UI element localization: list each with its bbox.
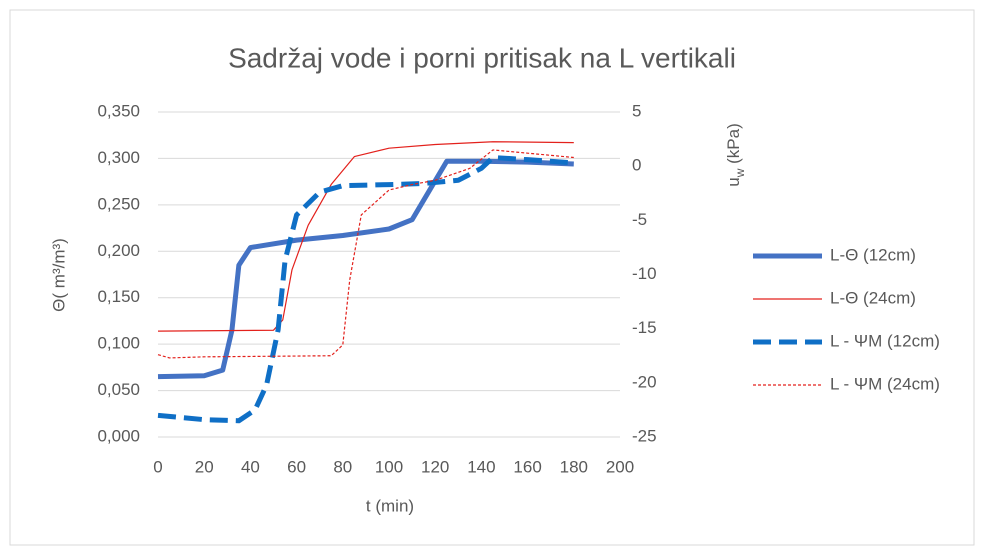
legend-label: L - ΨM (12cm) [830, 331, 940, 350]
x-tick-label: 80 [333, 457, 352, 476]
legend-label: L - ΨM (24cm) [830, 374, 940, 393]
y2-tick-label: -15 [632, 318, 657, 337]
x-tick-label: 160 [513, 457, 541, 476]
chart-title: Sadržaj vode i porni pritisak na L verti… [228, 42, 736, 73]
x-tick-label: 120 [421, 457, 449, 476]
x-tick-label: 0 [153, 457, 162, 476]
x-tick-label: 140 [467, 457, 495, 476]
y-tick-label: 0,000 [97, 426, 140, 445]
y2-tick-label: 0 [632, 156, 641, 175]
x-tick-label: 200 [606, 457, 634, 476]
y2-axis-label: uw (kPa) [724, 123, 747, 186]
y-tick-label: 0,100 [97, 334, 140, 353]
y-axis-label: Θ( m³/m³) [49, 238, 68, 312]
legend-label: L-Θ (12cm) [830, 245, 916, 264]
x-tick-label: 40 [241, 457, 260, 476]
x-tick-label: 100 [375, 457, 403, 476]
y2-label-sub: w [733, 168, 747, 178]
y2-label-unit: (kPa) [724, 123, 743, 168]
y-tick-label: 0,050 [97, 380, 140, 399]
y2-label-main: u [724, 177, 743, 186]
y-tick-label: 0,250 [97, 194, 140, 213]
series-line [157, 155, 574, 424]
y2-tick-label: -5 [632, 210, 647, 229]
series-line [157, 158, 574, 380]
legend-label: L-Θ (24cm) [830, 288, 916, 307]
x-tick-label: 180 [560, 457, 588, 476]
y2-tick-label: -20 [632, 372, 657, 391]
y2-tick-label: -25 [632, 426, 657, 445]
y2-tick-label: 5 [632, 101, 641, 120]
y-tick-label: 0,150 [97, 287, 140, 306]
chart-border [9, 9, 975, 546]
y-tick-label: 0,350 [97, 101, 140, 120]
x-tick-label: 60 [287, 457, 306, 476]
x-axis-label: t (min) [366, 496, 414, 515]
x-tick-label: 20 [195, 457, 214, 476]
series-line [157, 149, 574, 359]
y-tick-label: 0,300 [97, 148, 140, 167]
y2-tick-label: -10 [632, 264, 657, 283]
y-tick-label: 0,200 [97, 241, 140, 260]
